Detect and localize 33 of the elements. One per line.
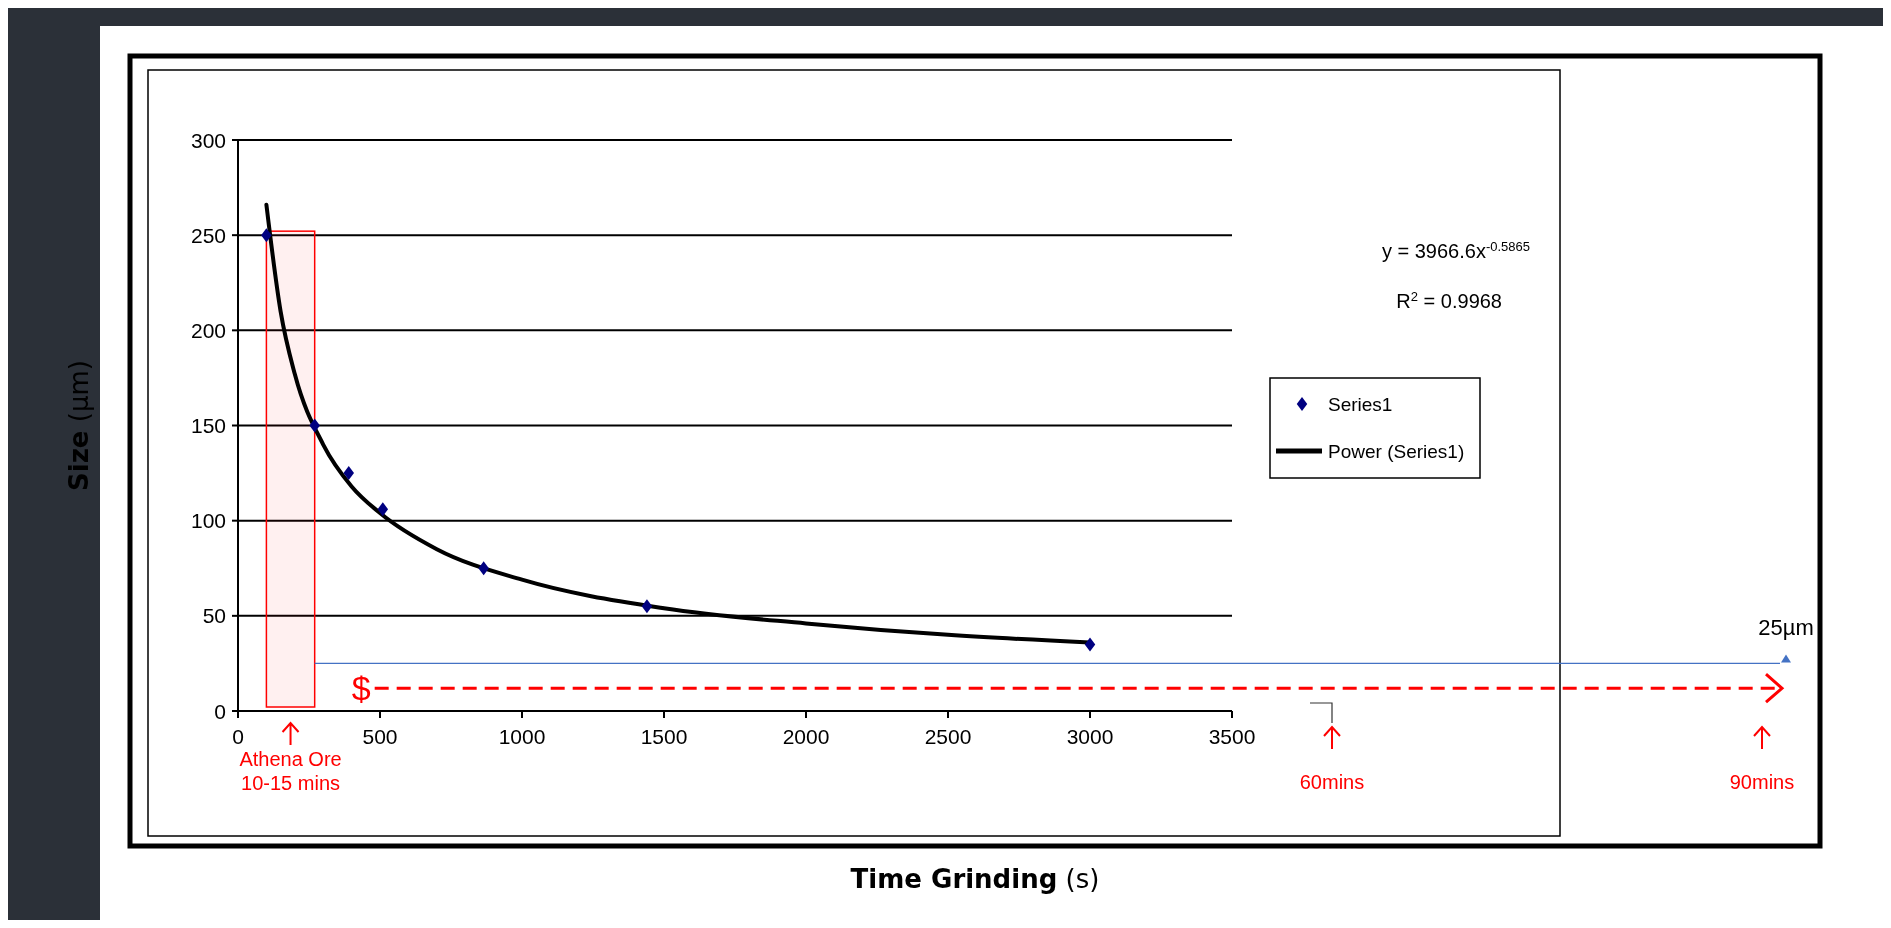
x-tick-label: 3500 — [1208, 725, 1256, 748]
x-tick-label: 2500 — [924, 725, 972, 748]
y-tick-label: 50 — [202, 604, 226, 628]
point — [261, 228, 272, 243]
ref-line-label: $ — [351, 669, 371, 708]
y-tick-label: 300 — [190, 128, 226, 152]
text: Athena Ore 10-15 mins — [239, 748, 342, 794]
y-tick-label: 200 — [190, 318, 226, 342]
y-tick-label: 250 — [190, 223, 226, 247]
y-tick-label: 0 — [214, 699, 226, 723]
x-axis-title: Time Grinding (s) — [850, 864, 1100, 894]
legend-label: Power (Series1) — [1328, 440, 1465, 462]
x-tick-label: 0 — [232, 725, 244, 748]
x-tick-label: 1000 — [498, 725, 546, 748]
point — [641, 599, 653, 614]
point — [478, 561, 489, 576]
x-tick-label: 500 — [362, 725, 398, 748]
text: y = 3966.6x$^{-0.5865}$ — [1381, 238, 1530, 262]
y-tick-label: 150 — [190, 414, 226, 437]
point — [1084, 637, 1096, 652]
legend-label: Series1 — [1328, 393, 1393, 415]
point — [377, 502, 389, 517]
y-tick-label: 100 — [190, 509, 226, 533]
x-tick-label: 3000 — [1066, 725, 1114, 748]
text: R$^{2}$ = 0.9968 — [1396, 288, 1502, 312]
point — [343, 466, 355, 481]
text: 90mins — [1729, 771, 1795, 793]
y-axis-title: Size (µm) — [64, 360, 94, 491]
point — [309, 418, 320, 433]
text: 60mins — [1299, 771, 1365, 793]
x-tick-label: 1500 — [640, 725, 688, 748]
ref-line-label: 25µm — [1758, 615, 1814, 641]
x-tick-label: 2000 — [782, 725, 830, 748]
